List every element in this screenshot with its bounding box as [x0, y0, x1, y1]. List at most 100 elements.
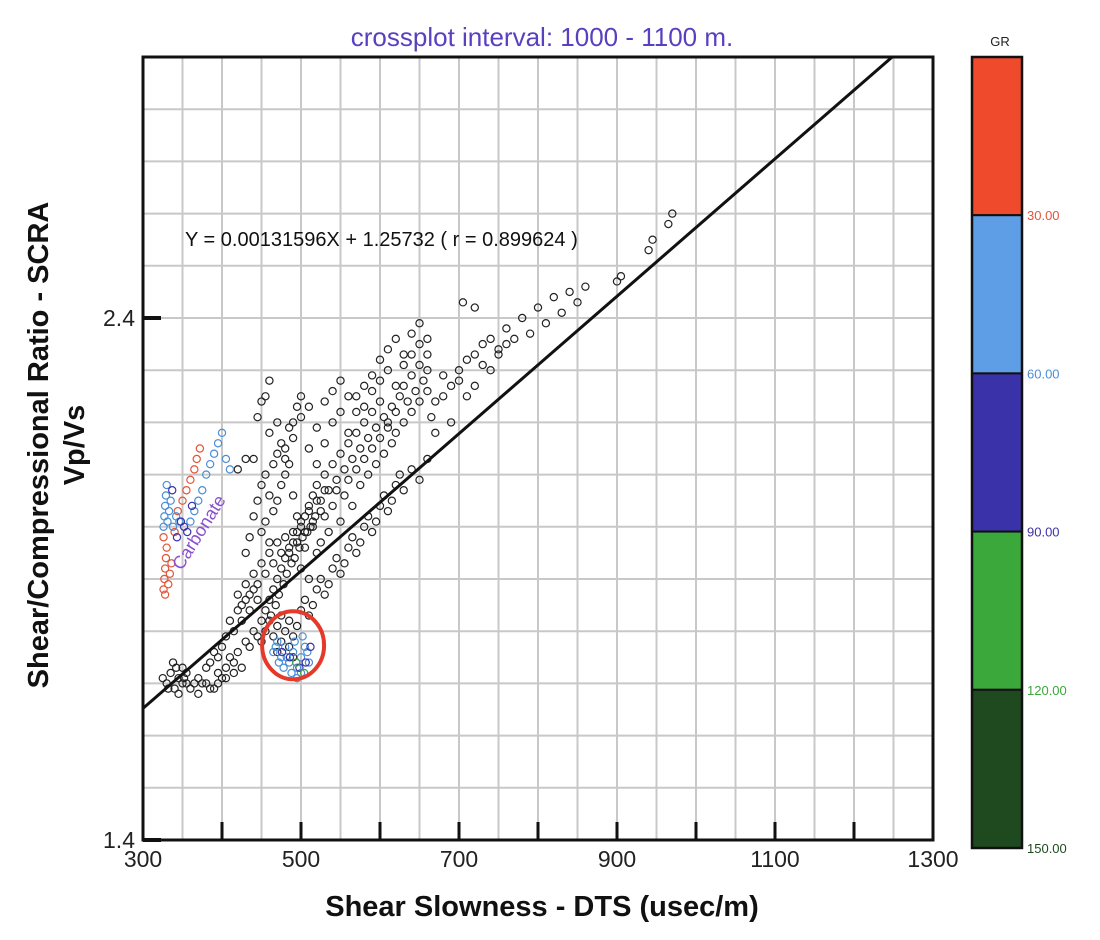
data-point-main	[296, 522, 306, 532]
data-point-main	[375, 376, 385, 385]
data-point-highlighted	[304, 658, 314, 667]
data-point-main	[209, 684, 219, 693]
data-point-main	[249, 627, 258, 636]
data-point-main	[423, 334, 432, 344]
data-point-main	[269, 585, 278, 594]
data-point-main	[221, 673, 231, 683]
data-point-main	[549, 292, 559, 302]
data-point-main	[494, 350, 503, 359]
data-point-main	[360, 522, 369, 532]
data-point-main	[395, 392, 404, 401]
data-point-main	[300, 512, 310, 521]
data-point-main	[304, 506, 314, 516]
data-point-carbonate-red	[165, 569, 175, 578]
data-point-main	[399, 486, 408, 495]
data-point-carbonate-red	[162, 543, 171, 552]
data-point-main	[269, 506, 278, 516]
data-point-main	[311, 512, 320, 521]
data-point-main	[344, 543, 353, 552]
data-point-main	[292, 621, 302, 631]
x-tick-label: 1100	[750, 846, 799, 872]
data-point-main	[486, 366, 495, 375]
x-tick-label: 1300	[907, 846, 958, 872]
data-point-main	[367, 444, 377, 453]
data-point-carbonate-red	[160, 564, 170, 573]
data-point-main	[387, 439, 397, 448]
data-point-main	[308, 517, 318, 526]
data-point-main	[328, 418, 337, 427]
data-point-main	[348, 501, 357, 511]
data-point-main	[454, 376, 464, 385]
data-point-main	[281, 533, 290, 542]
data-point-main	[217, 642, 227, 652]
data-point-main	[439, 392, 448, 401]
data-point-main	[253, 412, 262, 422]
data-point-main	[300, 543, 310, 552]
data-point-highlighted-purple	[285, 653, 295, 662]
data-point-main	[217, 673, 227, 683]
colorbar-label: 60.00	[1027, 366, 1060, 381]
data-point-main	[371, 459, 381, 469]
data-point-main	[352, 548, 361, 558]
data-point-main	[273, 449, 282, 458]
data-point-main	[407, 371, 416, 380]
data-point-main	[367, 407, 377, 417]
data-point-carbonate-red	[164, 580, 173, 589]
data-point-main	[340, 465, 349, 474]
data-point-main	[328, 386, 337, 396]
data-point-main	[241, 580, 250, 589]
data-point-main	[277, 480, 286, 490]
data-point-main	[237, 663, 246, 672]
data-point-main	[320, 397, 329, 406]
data-point-main	[383, 345, 393, 354]
data-point-highlighted	[298, 632, 307, 641]
data-point-main	[379, 412, 389, 422]
data-point-main	[478, 360, 487, 370]
data-point-main	[328, 459, 337, 469]
data-point-carbonate-blue	[166, 496, 175, 505]
data-point-main	[565, 287, 574, 297]
data-point-main	[352, 428, 361, 438]
data-point-main	[352, 465, 361, 474]
regression-line	[142, 55, 894, 710]
data-point-main	[344, 475, 353, 485]
data-point-main	[352, 392, 361, 401]
data-point-main	[304, 444, 314, 453]
colorbar-segment	[971, 372, 1023, 533]
data-point-main	[320, 512, 329, 521]
data-point-highlighted	[274, 658, 284, 667]
data-point-main	[533, 303, 543, 312]
data-point-main	[316, 574, 325, 584]
data-point-main	[367, 527, 377, 537]
data-point-highlighted	[287, 668, 296, 678]
data-point-carbonate-blue	[225, 465, 235, 474]
data-point-carbonate-blue	[162, 480, 171, 490]
data-point-main	[411, 386, 420, 396]
data-point-main	[371, 423, 381, 432]
data-point-carbonate-red	[159, 585, 168, 594]
data-point-main	[233, 606, 242, 615]
colorbar-frame	[970, 55, 1024, 850]
data-point-main	[261, 606, 270, 615]
data-point-highlighted-purple	[277, 647, 287, 657]
data-point-carbonate-red	[186, 475, 195, 485]
data-point-highlighted	[290, 637, 299, 646]
data-point-main	[644, 245, 653, 255]
chart-title: crossplot interval: 1000 - 1100 m.	[351, 22, 733, 52]
data-point-main	[229, 658, 239, 667]
data-point-carbonate-red	[161, 553, 171, 563]
data-point-carbonate-red	[192, 454, 201, 464]
data-point-main	[277, 564, 286, 573]
data-point-main	[257, 559, 266, 568]
data-point-main	[462, 355, 472, 364]
data-point-main	[304, 574, 314, 584]
data-point-highlighted	[277, 653, 286, 662]
data-point-main	[486, 334, 495, 344]
data-point-main	[205, 658, 215, 667]
data-point-main	[308, 600, 318, 610]
data-point-main	[269, 559, 278, 568]
colorbar-segment	[971, 688, 1023, 849]
data-point-carbonate-blue	[194, 496, 203, 505]
data-point-highlighted	[279, 663, 288, 672]
